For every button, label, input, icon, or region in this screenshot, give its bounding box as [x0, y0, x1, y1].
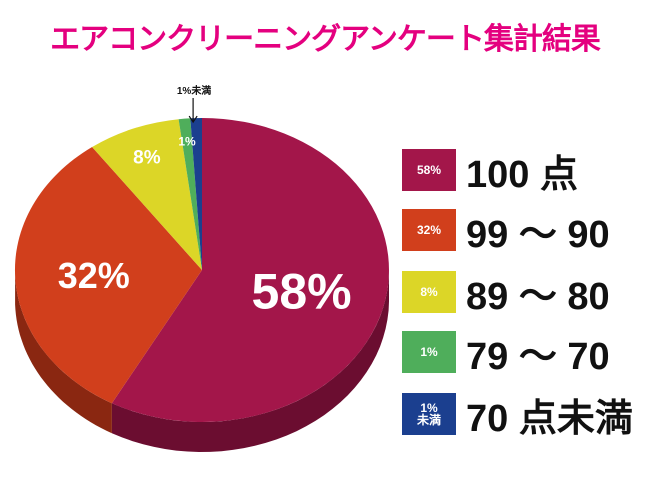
legend-label: 89 ～ 80 — [466, 275, 610, 318]
pie-slice-3 — [178, 118, 202, 270]
legend-label: 79 ～ 70 — [466, 335, 610, 378]
legend-item: 8% 89 ～ 80 — [402, 270, 610, 318]
slice-label-0: 58% — [252, 263, 352, 319]
slice-label-1: 32% — [58, 255, 130, 296]
legend-swatch: 58% — [402, 149, 456, 191]
pie-slice-1 — [14, 147, 203, 404]
legend-label: 99 ～ 90 — [466, 213, 610, 256]
legend-swatch: 1% 未満 — [402, 393, 456, 435]
slice-label-2: 8% — [133, 148, 161, 169]
legend-item: 1% 79 ～ 70 — [402, 330, 610, 378]
legend-label: 70 点未満 — [466, 397, 633, 440]
legend-swatch: 8% — [402, 271, 456, 313]
slice-label-3: 1% — [178, 135, 196, 149]
legend-swatch: 32% — [402, 209, 456, 251]
pie-slice-0 — [111, 118, 389, 422]
legend-item: 58% 100 点 — [402, 148, 578, 196]
pie-slice-4 — [190, 118, 202, 270]
pie-side-0 — [111, 271, 390, 452]
chart-title: エアコンクリーニングアンケート集計結果 — [50, 22, 601, 57]
legend-item: 1% 未満 70 点未満 — [402, 392, 633, 440]
slice-label-4: 1%未満 — [177, 84, 211, 97]
callout-arrow — [188, 115, 198, 124]
legend-swatch: 1% — [402, 331, 456, 373]
pie-side-1 — [15, 274, 112, 434]
pie-slice-2 — [92, 119, 202, 270]
legend-label: 100 点 — [466, 153, 578, 196]
legend-item: 32% 99 ～ 90 — [402, 208, 610, 256]
